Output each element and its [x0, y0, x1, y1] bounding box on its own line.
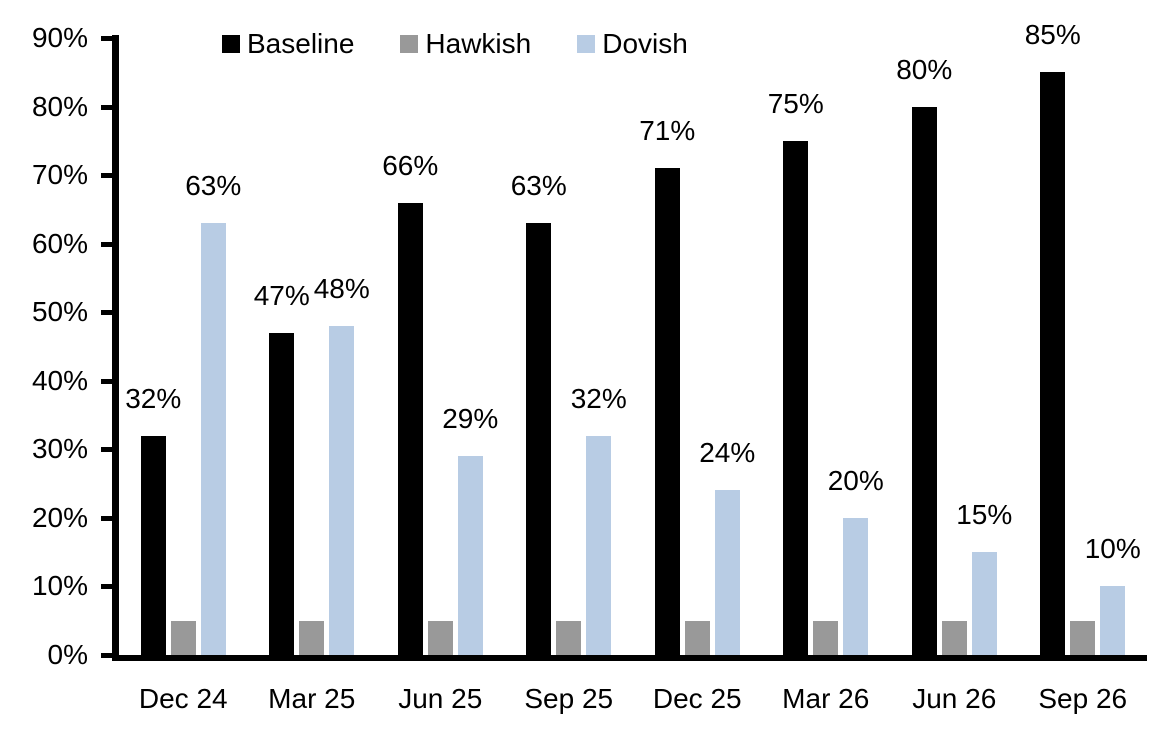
y-tick-label: 30% [31, 433, 88, 465]
bar-dovish-jun-25 [457, 456, 483, 655]
y-tick-label: 50% [31, 296, 88, 328]
bar-hawkish-mar-25 [299, 620, 325, 655]
bar-dovish-sep-26 [1100, 586, 1126, 655]
x-tick-label-sep-26: Sep 26 [1038, 683, 1128, 714]
y-tick [101, 653, 112, 658]
bar-dovish-jun-26 [971, 552, 997, 655]
y-tick-label: 10% [31, 570, 88, 602]
legend-item-hawkish: Hawkish [400, 27, 531, 61]
y-tick [101, 104, 112, 110]
bar-hawkish-jun-25 [427, 620, 453, 655]
hawkish-swatch-icon [400, 35, 419, 53]
y-tick-label: 70% [31, 159, 88, 191]
bar-label-dovish-jun-25: 29% [442, 403, 499, 435]
y-tick [101, 584, 112, 590]
bar-hawkish-sep-26 [1070, 620, 1096, 655]
bar-baseline-sep-26 [1040, 72, 1066, 655]
bar-label-dovish-dec-25: 24% [699, 437, 756, 469]
bar-hawkish-mar-26 [813, 620, 839, 655]
bar-baseline-sep-25 [526, 223, 552, 655]
bar-label-baseline-sep-25: 63% [510, 170, 567, 202]
legend-label-hawkish: Hawkish [425, 28, 532, 59]
bar-label-dovish-mar-26: 20% [827, 464, 884, 496]
y-tick [101, 378, 112, 384]
bar-label-dovish-mar-25: 48% [313, 272, 370, 304]
bar-label-baseline-jun-25: 66% [382, 149, 439, 181]
y-tick-label: 40% [31, 364, 88, 396]
bar-label-dovish-sep-25: 32% [570, 382, 627, 414]
x-tick-label-dec-24: Dec 24 [138, 683, 228, 714]
x-tick-label-mar-25: Mar 25 [268, 683, 356, 714]
x-tick-label-mar-26: Mar 26 [782, 683, 870, 714]
legend-item-dovish: Dovish [577, 27, 688, 61]
bar-label-baseline-jun-26: 80% [896, 53, 953, 85]
bar-label-baseline-dec-25: 71% [639, 115, 696, 147]
bar-hawkish-dec-25 [684, 620, 710, 655]
y-axis-line [112, 35, 119, 661]
bar-hawkish-jun-26 [941, 620, 967, 655]
bar-dovish-mar-25 [329, 325, 355, 655]
baseline-swatch-icon [222, 35, 240, 53]
bar-label-baseline-sep-26: 85% [1024, 19, 1081, 51]
y-tick [101, 36, 112, 41]
bar-baseline-jun-26 [911, 106, 937, 655]
y-tick [101, 173, 112, 179]
legend-item-baseline: Baseline [222, 27, 354, 61]
dovish-swatch-icon [577, 35, 596, 53]
bar-label-baseline-dec-24: 32% [125, 382, 182, 414]
bar-dovish-dec-25 [714, 490, 740, 655]
bar-hawkish-sep-25 [556, 620, 582, 655]
y-tick-label: 90% [31, 22, 88, 53]
legend-label-dovish: Dovish [602, 28, 688, 59]
bar-label-dovish-dec-24: 63% [185, 170, 242, 202]
y-tick-label: 0% [47, 639, 88, 670]
x-axis-line [112, 655, 1147, 661]
y-tick [101, 515, 112, 521]
bar-baseline-jun-25 [397, 202, 423, 655]
bar-label-baseline-mar-25: 47% [253, 279, 310, 311]
bar-baseline-mar-25 [269, 332, 295, 655]
x-tick-label-sep-25: Sep 25 [524, 683, 614, 714]
y-tick-label: 20% [31, 501, 88, 533]
bar-hawkish-dec-24 [170, 620, 196, 655]
y-tick [101, 447, 112, 453]
legend-label-baseline: Baseline [247, 28, 355, 59]
bar-baseline-mar-26 [783, 140, 809, 655]
bar-label-dovish-sep-26: 10% [1084, 533, 1141, 565]
y-tick-label: 60% [31, 227, 88, 259]
bar-dovish-mar-26 [843, 517, 869, 655]
bar-dovish-dec-24 [200, 223, 226, 655]
bar-baseline-dec-25 [654, 168, 680, 655]
y-tick [101, 241, 112, 247]
x-tick-label-jun-26: Jun 26 [912, 683, 997, 714]
bar-baseline-dec-24 [140, 435, 166, 655]
bar-label-baseline-mar-26: 75% [767, 87, 824, 119]
bar-dovish-sep-25 [586, 435, 612, 655]
x-tick-label-dec-25: Dec 25 [652, 683, 742, 714]
x-tick-label-jun-25: Jun 25 [398, 683, 483, 714]
y-tick-label: 80% [31, 90, 88, 122]
bar-label-dovish-jun-26: 15% [956, 499, 1013, 531]
y-tick [101, 310, 112, 316]
legend: Baseline Hawkish Dovish [222, 27, 688, 61]
